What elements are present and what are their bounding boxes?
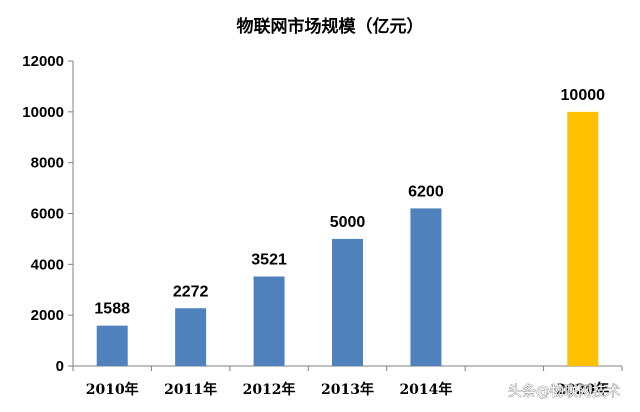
watermark: 头条@物联网技术 [508, 383, 620, 400]
x-tick-label: 2014年 [399, 381, 452, 398]
data-label: 6200 [408, 183, 444, 200]
x-axis: 2010年 2011年 2012年 2013年 2014年 2020年 [72, 365, 623, 398]
x-tick-label: 2013年 [321, 381, 374, 398]
data-label: 3521 [251, 252, 287, 269]
y-axis: 0 2000 4000 6000 8000 10000 12000 [22, 53, 74, 375]
y-tick-label: 12000 [22, 53, 64, 70]
bar-2012年 [253, 276, 285, 366]
y-tick-label: 10000 [22, 104, 64, 121]
y-tick-label: 2000 [31, 307, 64, 324]
bars-group [96, 111, 599, 366]
y-tick-label: 8000 [31, 155, 64, 172]
data-labels-group: 1588 2272 3521 5000 6200 10000 [94, 87, 605, 318]
bar-2014年 [410, 208, 442, 366]
bar-2011年 [175, 308, 207, 366]
data-label: 10000 [561, 87, 606, 104]
x-tick-label: 2020年 [556, 381, 609, 398]
x-tick-label: 2012年 [243, 381, 296, 398]
data-label: 1588 [94, 301, 130, 318]
bar-2020年 [567, 111, 599, 366]
y-tick-label: 6000 [31, 206, 64, 223]
data-label: 2272 [173, 283, 209, 300]
y-tick-label: 4000 [31, 256, 64, 273]
y-tick-label: 0 [56, 358, 64, 375]
data-label: 5000 [330, 214, 366, 231]
chart-title: 物联网市场规模（亿元） [237, 16, 424, 37]
bar-2013年 [332, 238, 363, 366]
bar-2010年 [96, 325, 128, 366]
x-tick-label: 2010年 [86, 381, 139, 398]
x-tick-label: 2011年 [164, 381, 217, 398]
